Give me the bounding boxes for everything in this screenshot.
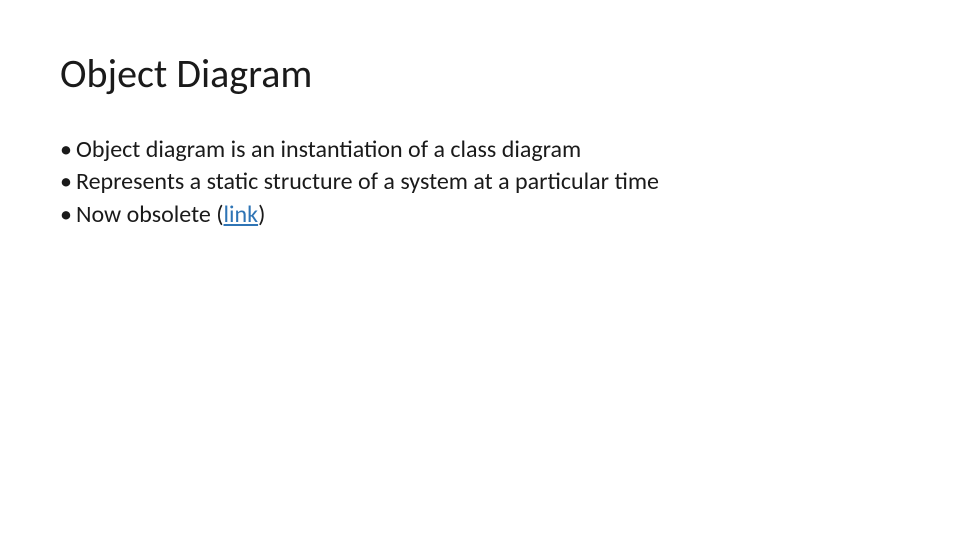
bullet-dot: •	[60, 200, 72, 229]
bullet-dot: •	[60, 167, 72, 196]
slide-title: Object Diagram	[60, 50, 900, 98]
bullet-list: •Object diagram is an instantiation of a…	[60, 134, 900, 231]
slide: Object Diagram •Object diagram is an ins…	[0, 0, 960, 540]
bullet-dot: •	[60, 135, 72, 164]
bullet-item: •Represents a static structure of a syst…	[60, 166, 900, 198]
bullet-item: •Now obsolete (link)	[60, 199, 900, 231]
bullet-text: Object diagram is an instantiation of a …	[76, 135, 581, 164]
bullet-text: )	[258, 200, 265, 229]
link[interactable]: link	[224, 200, 259, 229]
bullet-text: Represents a static structure of a syste…	[76, 167, 659, 196]
bullet-text: Now obsolete (	[76, 200, 224, 229]
bullet-item: •Object diagram is an instantiation of a…	[60, 134, 900, 166]
